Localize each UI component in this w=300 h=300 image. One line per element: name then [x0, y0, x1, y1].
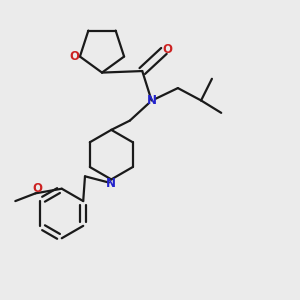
Text: O: O	[32, 182, 42, 195]
Text: O: O	[69, 50, 80, 63]
Text: N: N	[106, 177, 116, 190]
Text: O: O	[163, 43, 172, 56]
Text: N: N	[146, 94, 157, 107]
